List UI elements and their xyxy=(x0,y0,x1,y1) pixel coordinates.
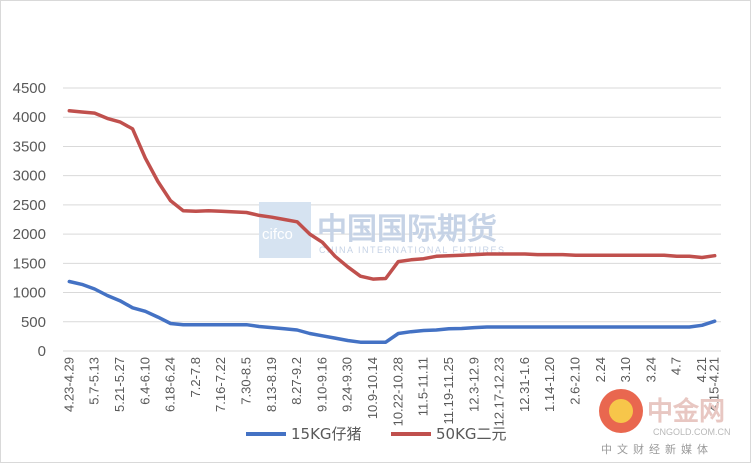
logo-subtitle: 中文财经新媒体 xyxy=(601,442,713,456)
x-tick-label: 7.30-8.5 xyxy=(239,357,254,405)
watermark-cn: 中国国际期货 xyxy=(317,212,497,247)
y-tick-label: 1500 xyxy=(13,255,46,272)
x-tick-label: 6.18-6.24 xyxy=(163,357,178,412)
x-tick-label: 4.21 xyxy=(694,357,709,382)
x-tick-label: 9.24-9.30 xyxy=(340,357,355,412)
y-tick-label: 4500 xyxy=(13,80,46,97)
x-tick-label: 4.7 xyxy=(669,357,684,375)
legend: 15KG仔猪 50KG二元 xyxy=(246,425,507,443)
x-tick-label: 3.10 xyxy=(618,357,633,382)
y-tick-label: 4000 xyxy=(13,109,46,126)
watermark-en: CHINA INTERNATIONAL FUTURES xyxy=(319,245,506,255)
logo-name: 中金网 xyxy=(647,396,725,427)
x-tick-label: 2.6-2.10 xyxy=(568,357,583,405)
x-tick-label: 11.5-11.11 xyxy=(416,357,431,416)
y-tick-label: 2000 xyxy=(13,226,46,243)
watermark: cifco 中国国际期货 CHINA INTERNATIONAL FUTURES xyxy=(259,202,506,258)
legend-label-50kg: 50KG二元 xyxy=(436,425,507,443)
x-tick-label: 12.31-1.6 xyxy=(517,357,532,412)
logo-url: CNGOLD.COM.CN xyxy=(653,427,731,437)
x-tick-label: 5.21-5.27 xyxy=(112,357,127,412)
x-tick-label: 11.19-11.25 xyxy=(441,357,456,424)
watermark-logo-text: cifco xyxy=(262,226,293,243)
x-tick-label: 4.23-4.29 xyxy=(61,357,76,412)
x-tick-label: 7.16-7.22 xyxy=(213,357,228,412)
corner-logo: 中金网 CNGOLD.COM.CN 中文财经新媒体 xyxy=(599,389,731,456)
y-tick-label: 1000 xyxy=(13,285,46,302)
x-tick-label: 1.14-1.20 xyxy=(542,357,557,412)
y-tick-label: 500 xyxy=(21,314,46,331)
x-tick-label: 10.22-10.28 xyxy=(390,357,405,426)
x-tick-label: 4.15-4.21 xyxy=(707,357,722,412)
series-line-15kg xyxy=(67,279,717,344)
watermark-logo-box xyxy=(259,202,311,258)
x-tick-label: 9.10-9.16 xyxy=(314,357,329,412)
series-line-50kg xyxy=(67,109,717,281)
y-tick-label: 3000 xyxy=(13,168,46,185)
logo-core-icon xyxy=(609,399,633,423)
x-tick-label: 7.2-7.8 xyxy=(188,357,203,397)
x-tick-label: 5.7-5.13 xyxy=(87,357,102,405)
y-axis-ticks: 0 500 1000 1500 2000 2500 3000 3500 4000 4500 xyxy=(13,80,46,360)
x-axis-ticks: 4.23-4.29 5.7-5.13 5.21-5.27 6.4-6.10 6.18-6… xyxy=(61,357,721,426)
gridlines xyxy=(63,87,721,323)
x-tick-label: 3.24 xyxy=(643,357,658,382)
x-tick-label: 12.3-12.9 xyxy=(466,357,481,412)
x-tick-label: 12.17-12.23 xyxy=(492,357,507,426)
x-tick-label: 8.27-9.2 xyxy=(289,357,304,405)
y-tick-label: 2500 xyxy=(13,197,46,214)
legend-label-15kg: 15KG仔猪 xyxy=(291,425,362,443)
series-lines xyxy=(67,109,717,344)
y-tick-label: 3500 xyxy=(13,138,46,155)
x-tick-label: 10.9-10.14 xyxy=(365,357,380,419)
x-tick-label: 6.4-6.10 xyxy=(137,357,152,405)
y-tick-label: 0 xyxy=(38,343,46,360)
x-tick-label: 8.13-8.19 xyxy=(264,357,279,412)
x-tick-label: 2.24 xyxy=(593,357,608,382)
